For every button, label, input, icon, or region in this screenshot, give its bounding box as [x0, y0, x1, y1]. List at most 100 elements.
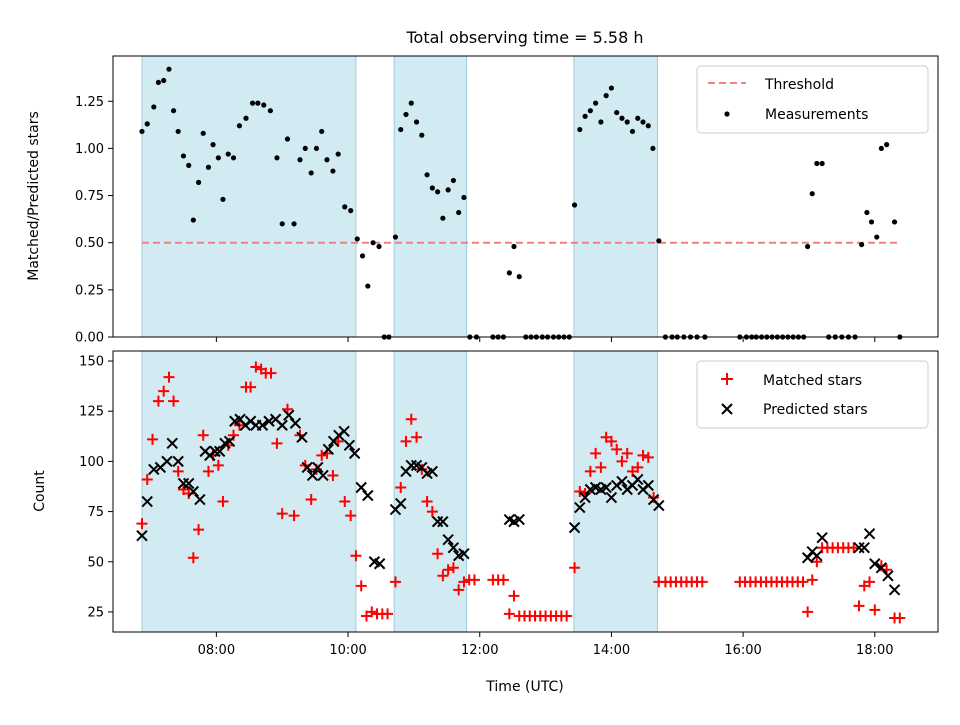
legend-predicted-label: Predicted stars [763, 402, 868, 418]
matched-star-marker [632, 461, 644, 473]
shaded-observing-region [393, 350, 468, 633]
predicted-star-marker [183, 477, 195, 490]
matched-star-marker [389, 576, 401, 588]
y-tick-label: 0.25 [75, 283, 104, 298]
measurement-point [261, 102, 267, 108]
x-tick-label: 10:00 [329, 643, 366, 658]
predicted-star-marker [373, 558, 386, 570]
measurement-point [180, 153, 187, 159]
matched-star-marker [197, 429, 209, 441]
measurement-point [255, 100, 261, 106]
measurement-point [413, 119, 420, 125]
predicted-star-marker [882, 570, 894, 582]
measurement-point [645, 123, 651, 129]
predicted-star-marker [289, 417, 302, 429]
measurement-point [330, 168, 336, 174]
matched-star-marker [497, 574, 509, 586]
bottom-x-axis: 08:00 10:00 12:00 14:00 16:00 18:00 [198, 632, 894, 658]
matched-star-marker [584, 465, 596, 477]
predicted-star-points [136, 409, 901, 596]
measurement-point [506, 270, 512, 276]
predicted-star-marker [888, 584, 901, 596]
measurement-point [335, 151, 341, 157]
measurement-point [324, 157, 330, 163]
predicted-star-marker [426, 465, 439, 478]
measurement-point [587, 108, 593, 114]
matched-star-marker [561, 610, 573, 622]
legend-matched-label: Matched stars [763, 373, 862, 389]
measurement-point [342, 204, 348, 210]
measurement-point [805, 243, 811, 250]
shaded-observing-region [141, 55, 357, 338]
top-y-axis-label: Matched/Predicted stars [26, 111, 42, 281]
matched-star-marker [508, 590, 520, 602]
matched-star-marker [426, 506, 438, 518]
shaded-observing-region [573, 55, 659, 338]
predicted-star-marker [348, 447, 361, 460]
matched-star-marker [468, 574, 480, 586]
measurement-point [155, 79, 162, 86]
top-y-axis: 0.00 0.25 0.50 0.75 1.00 1.25 [75, 95, 113, 346]
shaded-observing-region [393, 55, 468, 338]
measurement-point [230, 155, 237, 161]
matched-star-marker [797, 576, 809, 588]
chart-title: Total observing time = 5.58 h [405, 28, 643, 47]
predicted-star-marker [574, 501, 586, 514]
legend-predicted-swatch [721, 403, 733, 415]
measurement-point [435, 189, 441, 195]
matched-star-marker [250, 361, 262, 373]
predicted-star-marker [616, 475, 628, 488]
matched-star-marker [437, 570, 449, 582]
matched-star-marker [395, 481, 407, 493]
matched-star-marker [187, 552, 199, 564]
legend-matched-swatch [721, 373, 733, 385]
matched-star-marker [288, 510, 300, 522]
predicted-star-marker [306, 469, 319, 482]
y-tick-label: 1.00 [75, 142, 104, 157]
predicted-star-marker [875, 562, 888, 574]
measurement-point [220, 196, 226, 202]
measurement-point [398, 126, 404, 133]
measurement-point [210, 142, 216, 148]
predicted-star-marker [442, 533, 454, 546]
matched-star-marker [152, 395, 164, 407]
predicted-star-marker [343, 439, 356, 452]
matched-star-marker [193, 524, 205, 536]
x-tick-label: 08:00 [198, 643, 235, 658]
measurement-point [445, 187, 451, 193]
measurement-point [424, 172, 430, 178]
measurement-point [614, 109, 620, 116]
measurement-point [190, 217, 196, 223]
x-tick-label: 18:00 [856, 643, 893, 658]
predicted-star-marker [869, 558, 881, 570]
predicted-star-marker [213, 445, 226, 458]
measurement-point [166, 66, 172, 72]
predicted-star-marker [579, 491, 591, 504]
measurement-point [450, 177, 457, 184]
predicted-star-marker [447, 541, 460, 554]
matched-star-marker [366, 606, 378, 618]
matched-star-marker [172, 465, 184, 477]
y-tick-label: 1.25 [75, 95, 104, 110]
matched-star-marker [616, 455, 628, 467]
measurement-point [319, 128, 325, 135]
matched-star-marker [316, 449, 328, 461]
predicted-star-marker [161, 455, 173, 468]
matched-star-marker [136, 518, 148, 530]
measurement-point [582, 113, 588, 119]
matched-star-marker [853, 600, 865, 612]
measurement-point [814, 160, 820, 167]
predicted-star-marker [256, 419, 269, 431]
predicted-star-marker [362, 489, 374, 502]
predicted-star-marker [811, 550, 823, 562]
y-tick-label: 50 [87, 555, 104, 570]
measurement-point [200, 130, 206, 136]
measurement-point [598, 119, 604, 125]
predicted-star-marker [172, 455, 184, 468]
measurement-point [403, 111, 409, 118]
measurement-point [516, 274, 522, 280]
shaded-observing-region [141, 350, 357, 633]
measurement-point [267, 108, 273, 114]
matched-star-marker [802, 606, 814, 618]
